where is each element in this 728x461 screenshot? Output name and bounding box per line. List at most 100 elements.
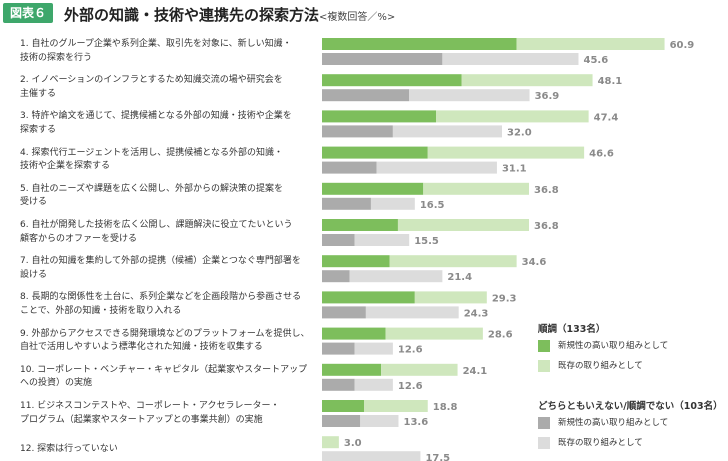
legend-item: 既存の取り組みとして: [538, 359, 643, 373]
row-label: 12. 探索は行っていない: [20, 443, 320, 457]
bar-segment: [354, 234, 410, 246]
bar-segment: [322, 219, 398, 231]
row-label-line: 9. 外部からアクセスできる開発環境などのプラットフォームを提供し、: [20, 328, 310, 339]
data-label: 12.6: [398, 381, 423, 392]
chart-title-note: <複数回答／%>: [319, 12, 396, 23]
bar-segment: [322, 400, 365, 412]
row-label-line: 顧客からのオファーを受ける: [20, 233, 138, 244]
bar-segment: [322, 161, 377, 174]
bar-segment: [322, 255, 390, 268]
data-label: 17.5: [425, 453, 450, 461]
data-label: 18.8: [433, 402, 458, 413]
row-label: 11. ビジネスコンテストや、コーポレート・アクセラレーター・ プログラム（起業家…: [20, 400, 320, 427]
legend-label: 既存の取り組みとして: [558, 361, 643, 371]
legend-label: 新規性の高い取り組みとして: [558, 418, 669, 428]
row-label: 7. 自社の知識を集約して外部の提携（候補）企業とつなぐ専門部署を 設ける: [20, 255, 320, 282]
data-label: 32.0: [507, 127, 532, 138]
header: 図表６ 外部の知識・技術や連携先の探索方法<複数回答／%>: [0, 0, 728, 26]
row-label: 3. 特許や論文を通じて、提携候補となる外部の知識・技術や企業を 探索する: [20, 110, 320, 137]
data-label: 13.6: [404, 417, 429, 428]
bar-segment: [365, 306, 459, 319]
row-label-line: 3. 特許や論文を通じて、提携候補となる外部の知識・技術や企業を: [20, 111, 292, 122]
bar-segment: [389, 255, 517, 268]
legend-label: 既存の取り組みとして: [558, 438, 643, 448]
legend-swatch: [538, 340, 550, 352]
data-label: 3.0: [344, 438, 362, 449]
row-label-line: ことで、外部の知識・技術を取り入れる: [20, 305, 182, 316]
data-label: 24.1: [463, 366, 488, 377]
data-label: 46.6: [589, 149, 614, 160]
data-label: 34.6: [522, 257, 547, 268]
bar-segment: [322, 451, 421, 461]
bar-segment: [322, 234, 355, 246]
row-label: 9. 外部からアクセスできる開発環境などのプラットフォームを提供し、 自社で活用し…: [20, 328, 320, 355]
row-label: 10. コーポレート・ベンチャー・キャピタル（起業家やスタートアップ への投資）の…: [20, 364, 320, 391]
bar-segment: [414, 291, 487, 304]
data-label: 45.6: [584, 55, 609, 66]
data-label: 36.9: [535, 91, 560, 102]
row-label-line: 11. ビジネスコンテストや、コーポレート・アクセラレーター・: [20, 401, 280, 411]
bar-segment: [376, 161, 497, 174]
row-label-line: 主催する: [20, 88, 57, 99]
bar-segment: [322, 415, 361, 427]
bar-segment: [322, 182, 424, 195]
data-label: 60.9: [670, 40, 695, 51]
data-label: 48.1: [598, 76, 623, 87]
bar-segment: [322, 306, 366, 319]
bar-segment: [322, 436, 339, 449]
bar-segment: [322, 53, 443, 65]
legend-swatch: [538, 437, 550, 449]
bar-segment: [360, 415, 399, 427]
data-label: 47.4: [594, 112, 619, 123]
bar-segment: [322, 270, 350, 283]
data-label: 24.3: [464, 308, 489, 319]
bar-segment: [349, 270, 443, 283]
row-label-line: 10. コーポレート・ベンチャー・キャピタル（起業家やスタートアップ: [20, 364, 308, 375]
row-label-line: 8. 長期的な関係性を土台に、系列企業などを企画段階から参画させる: [20, 292, 302, 303]
row-label-line: 自社で活用しやすいよう標準化された知識・技術を収集する: [20, 342, 263, 353]
bar-segment: [322, 327, 386, 340]
row-label-line: 技術の探索を行う: [20, 52, 93, 63]
row-label: 5. 自社のニーズや課題を広く公開し、外部からの解決策の提案を 受ける: [20, 183, 320, 210]
row-label-line: への投資）の実施: [20, 378, 93, 389]
bar-segment: [322, 110, 437, 123]
row-label-line: 5. 自社のニーズや課題を広く公開し、外部からの解決策の提案を: [20, 183, 283, 194]
row-label: 2. イノベーションのインフラとするため知識交流の場や研究会を 主催する: [20, 74, 320, 101]
legend-swatch: [538, 360, 550, 372]
data-label: 36.8: [534, 185, 559, 196]
row-label: 1. 自社のグループ企業や系列企業、取引先を対象に、新しい知識・ 技術の探索を行う: [20, 38, 320, 65]
legend-title: 順調（133名）: [538, 324, 606, 335]
bar-segment: [442, 53, 579, 65]
bar-segment: [322, 38, 517, 50]
bar-segment: [397, 219, 529, 231]
row-label: 8. 長期的な関係性を土台に、系列企業などを企画段階から参画させる ことで、外部の…: [20, 291, 320, 318]
bar-segment: [322, 197, 371, 210]
bar-segment: [385, 327, 483, 340]
bar-segment: [427, 146, 585, 159]
bar-segment: [436, 110, 589, 123]
legend-title: どちらともいえない/順調でない（103名）: [538, 401, 723, 412]
bar-segment: [516, 38, 665, 50]
bar-segment: [322, 342, 355, 355]
data-label: 15.5: [414, 236, 439, 247]
row-label-line: 受ける: [20, 197, 48, 208]
data-label: 21.4: [447, 272, 472, 283]
row-label-line: 2. イノベーションのインフラとするため知識交流の場や研究会を: [20, 75, 283, 86]
row-label: 6. 自社が開発した技術を広く公開し、課題解決に役立てたいという 顧客からのオファ…: [20, 219, 320, 246]
bar-segment: [409, 89, 530, 102]
bar-segment: [423, 182, 529, 195]
bar-segment: [364, 400, 428, 412]
row-label-line: 設ける: [20, 269, 48, 280]
bar-segment: [322, 74, 462, 87]
data-label: 29.3: [492, 293, 517, 304]
chart-title-text: 外部の知識・技術や連携先の探索方法: [64, 6, 320, 24]
bar-segment: [322, 291, 415, 304]
data-label: 36.8: [534, 221, 559, 232]
row-label-line: 12. 探索は行っていない: [20, 444, 118, 455]
legend-swatch: [538, 417, 550, 429]
row-label-line: 技術や企業を探索する: [20, 161, 111, 172]
bar-segment: [354, 342, 393, 355]
data-label: 12.6: [398, 345, 423, 356]
data-label: 31.1: [502, 164, 527, 175]
bar-segment: [461, 74, 593, 87]
